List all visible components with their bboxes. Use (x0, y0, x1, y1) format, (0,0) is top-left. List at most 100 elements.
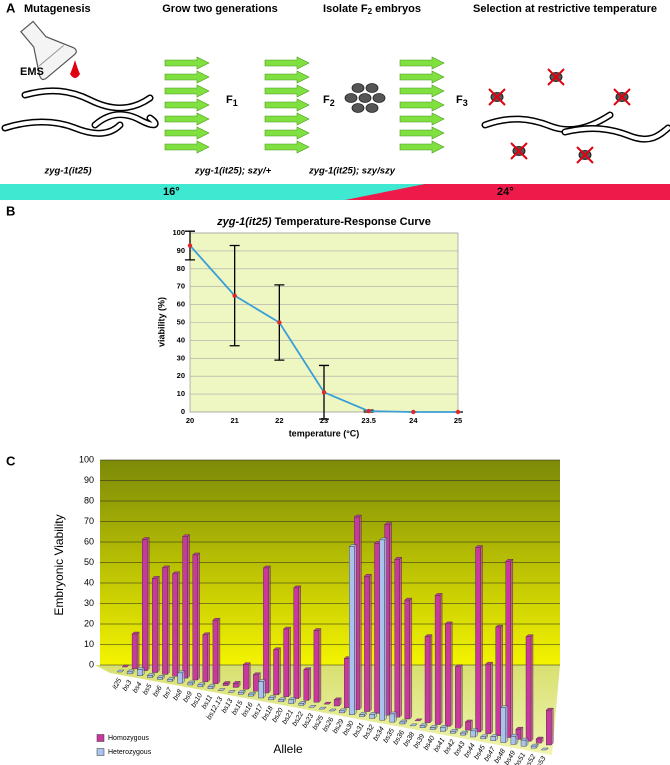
bar-front (207, 686, 214, 689)
point (277, 320, 282, 325)
bar (505, 558, 514, 739)
bar (161, 565, 170, 675)
bar (283, 626, 292, 698)
x-tick-label: bs6 (152, 685, 164, 698)
arrow (164, 126, 210, 140)
bar-side (460, 664, 463, 729)
bar-side (187, 534, 190, 679)
x-tick-label: 23.5 (361, 416, 376, 425)
bar (217, 688, 226, 691)
point (187, 243, 193, 248)
x-tick-label: bs3 (122, 679, 134, 692)
bar (187, 680, 196, 686)
bar (540, 747, 549, 751)
bar (212, 617, 221, 685)
bar (146, 673, 155, 679)
flask (20, 20, 77, 81)
bar-front (187, 682, 193, 686)
y-tick-label: 90 (84, 475, 94, 485)
bar-front (505, 561, 511, 738)
panel-label: B (6, 203, 15, 218)
bar-front (379, 539, 385, 721)
arrow (399, 126, 445, 140)
bar-front (293, 587, 299, 699)
y-tick-label: 60 (84, 536, 94, 546)
y-tick-label: 10 (84, 639, 94, 649)
bar-front (404, 599, 410, 720)
bar-front (419, 725, 426, 728)
bar-side (288, 626, 291, 698)
bar-front (465, 721, 471, 731)
bar-top (227, 690, 236, 693)
y-tick-label: 0 (89, 659, 94, 669)
bar-front (192, 554, 198, 681)
bar-front (197, 684, 204, 688)
bar-front (364, 576, 370, 712)
bar-side (389, 522, 392, 716)
arrow (164, 84, 210, 98)
bar (459, 730, 468, 736)
bar (298, 700, 307, 706)
bar-side (530, 634, 534, 742)
bar (222, 681, 231, 687)
arrow (264, 70, 310, 84)
arrow (264, 112, 310, 126)
bar-front (152, 578, 158, 673)
bar (464, 719, 473, 731)
bar-front (202, 634, 209, 683)
bar-side (450, 621, 453, 727)
arrow (399, 112, 445, 126)
bar-front (470, 730, 476, 738)
bar (121, 664, 130, 668)
x-axis-title: temperature (°C) (289, 428, 360, 438)
bar-front (445, 623, 451, 727)
bar (227, 690, 236, 693)
x-tick-label: bs9 (182, 690, 194, 703)
y-tick-label: 70 (177, 282, 185, 291)
bar (338, 708, 347, 714)
x-tick-label: 25 (454, 416, 462, 425)
bar-front (273, 649, 279, 696)
y-tick-label: 20 (177, 371, 185, 380)
bar-front (222, 683, 229, 686)
bar-front (283, 628, 289, 697)
bar-side (157, 575, 160, 674)
dead-embryos (488, 68, 631, 164)
bar (308, 705, 317, 708)
bar (278, 697, 287, 703)
y-tick-label: 40 (84, 577, 94, 587)
point (455, 409, 461, 415)
y-tick-label: 70 (84, 516, 94, 526)
bar-side (490, 661, 493, 735)
chart-title: zyg-1(it25) Temperature-Response Curve (216, 216, 431, 228)
bar-side (480, 545, 483, 733)
bar-top (540, 747, 549, 751)
bar-front (434, 595, 441, 725)
bar (404, 597, 413, 720)
bar-front (237, 692, 244, 695)
bar-front (530, 745, 537, 749)
bar-top (121, 664, 130, 668)
x-tick-label: 20 (186, 416, 194, 425)
x-tick-label: it25 (112, 677, 124, 690)
bar (242, 662, 251, 690)
bar (384, 522, 393, 716)
bar (136, 667, 145, 677)
bar-front (339, 710, 345, 714)
bar-front (177, 672, 183, 684)
bar (262, 565, 271, 694)
bar-front (212, 619, 219, 684)
bar-front (535, 738, 542, 744)
subscript: 1 (233, 98, 238, 108)
panel-label: C (6, 453, 16, 468)
bar-front (278, 699, 284, 702)
generation: F3 (456, 94, 468, 108)
bar-front (475, 547, 481, 733)
arrow (264, 84, 310, 98)
bar-front (303, 669, 309, 701)
x-axis-title: Allele (273, 742, 303, 756)
bar (151, 575, 160, 674)
bar (424, 634, 433, 724)
arrow (264, 56, 310, 70)
bar-front (258, 681, 264, 699)
